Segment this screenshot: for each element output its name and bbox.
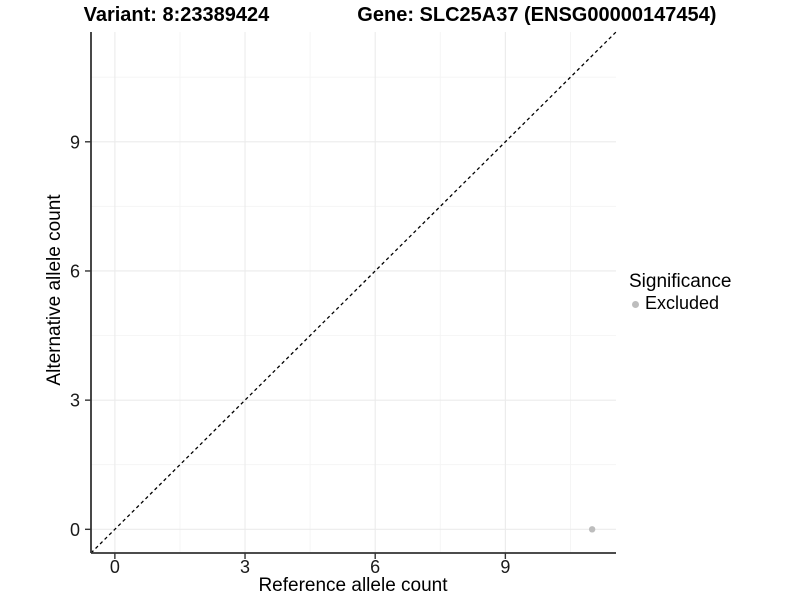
legend-item-label: Excluded bbox=[645, 293, 720, 313]
legend-title: Significance bbox=[629, 271, 732, 292]
plot-title-gene: Gene: SLC25A37 (ENSG00000147454) bbox=[357, 4, 717, 26]
y-tick-label: 3 bbox=[70, 391, 80, 411]
y-tick-label: 9 bbox=[70, 132, 80, 152]
x-tick-label: 6 bbox=[370, 557, 380, 577]
plot-title-variant: Variant: 8:23389424 bbox=[83, 4, 270, 26]
plot-title-row: Variant: 8:23389424 Gene: SLC25A37 (ENSG… bbox=[0, 4, 800, 27]
legend: Significance Excluded bbox=[629, 271, 731, 314]
legend-point-icon bbox=[632, 300, 639, 308]
legend-item-excluded: Excluded bbox=[629, 293, 731, 314]
y-tick-label: 6 bbox=[70, 261, 80, 281]
x-axis-title: Reference allele count bbox=[258, 575, 448, 596]
x-tick-label: 3 bbox=[240, 557, 250, 577]
identity-line bbox=[90, 31, 617, 554]
y-axis-title: Alternative allele count bbox=[44, 194, 65, 386]
x-tick-label: 0 bbox=[110, 557, 120, 577]
y-tick-label: 0 bbox=[70, 520, 80, 540]
data-point bbox=[588, 526, 596, 533]
x-tick-label: 9 bbox=[500, 557, 510, 577]
